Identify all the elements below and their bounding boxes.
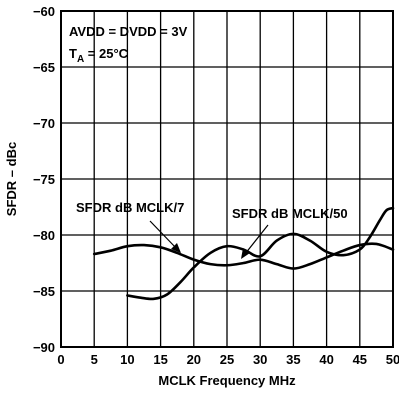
plot-frame: [60, 10, 394, 348]
x-tick-label: 50: [386, 352, 399, 367]
y-tick-label: −85: [33, 284, 55, 299]
y-tick-label: −80: [33, 228, 55, 243]
series-label-mclk7: SFDR dB MCLK/7: [76, 200, 184, 215]
x-tick-label: 25: [220, 352, 234, 367]
x-axis-label: MCLK Frequency MHz: [158, 373, 296, 388]
condition-temperature-symbol: T: [69, 46, 77, 61]
condition-supply: AVDD = DVDD = 3V: [69, 24, 188, 39]
x-tick-label: 15: [153, 352, 167, 367]
series-label-mclk7-arrowhead: [171, 243, 181, 253]
tick-labels: 0 5 10 15 20 25 30 35 40 45 50 −60 −65 −70 −75 −80 −85 −9…: [33, 4, 399, 367]
x-tick-label: 45: [353, 352, 367, 367]
y-tick-label: −60: [33, 4, 55, 19]
x-tick-label: 20: [187, 352, 201, 367]
grid: [61, 11, 393, 347]
x-tick-label: 40: [319, 352, 333, 367]
series-layer: [92, 206, 395, 301]
series-label-mclk50-pointer: [244, 224, 269, 255]
series-label-mclk50: SFDR dB MCLK/50: [232, 206, 348, 221]
condition-temperature-subscript: A: [77, 54, 84, 65]
series-label-mclk50-arrowhead: [241, 248, 250, 259]
y-tick-label: −70: [33, 116, 55, 131]
y-tick-label: −75: [33, 172, 55, 187]
series-label-mclk7-pointer: [149, 220, 178, 250]
y-tick-label: −65: [33, 60, 55, 75]
series-line-mclk50: [126, 206, 395, 301]
x-tick-label: 30: [253, 352, 267, 367]
x-tick-label: 35: [286, 352, 300, 367]
y-axis-label: SFDR – dBc: [4, 142, 19, 216]
series-line-mclk7: [92, 242, 395, 270]
x-tick-label: 5: [91, 352, 98, 367]
x-tick-label: 10: [120, 352, 134, 367]
y-tick-label: −90: [33, 340, 55, 355]
condition-temperature-value: = 25°C: [84, 46, 128, 61]
x-tick-label: 0: [57, 352, 64, 367]
condition-temperature: TA = 25°C: [69, 46, 129, 65]
